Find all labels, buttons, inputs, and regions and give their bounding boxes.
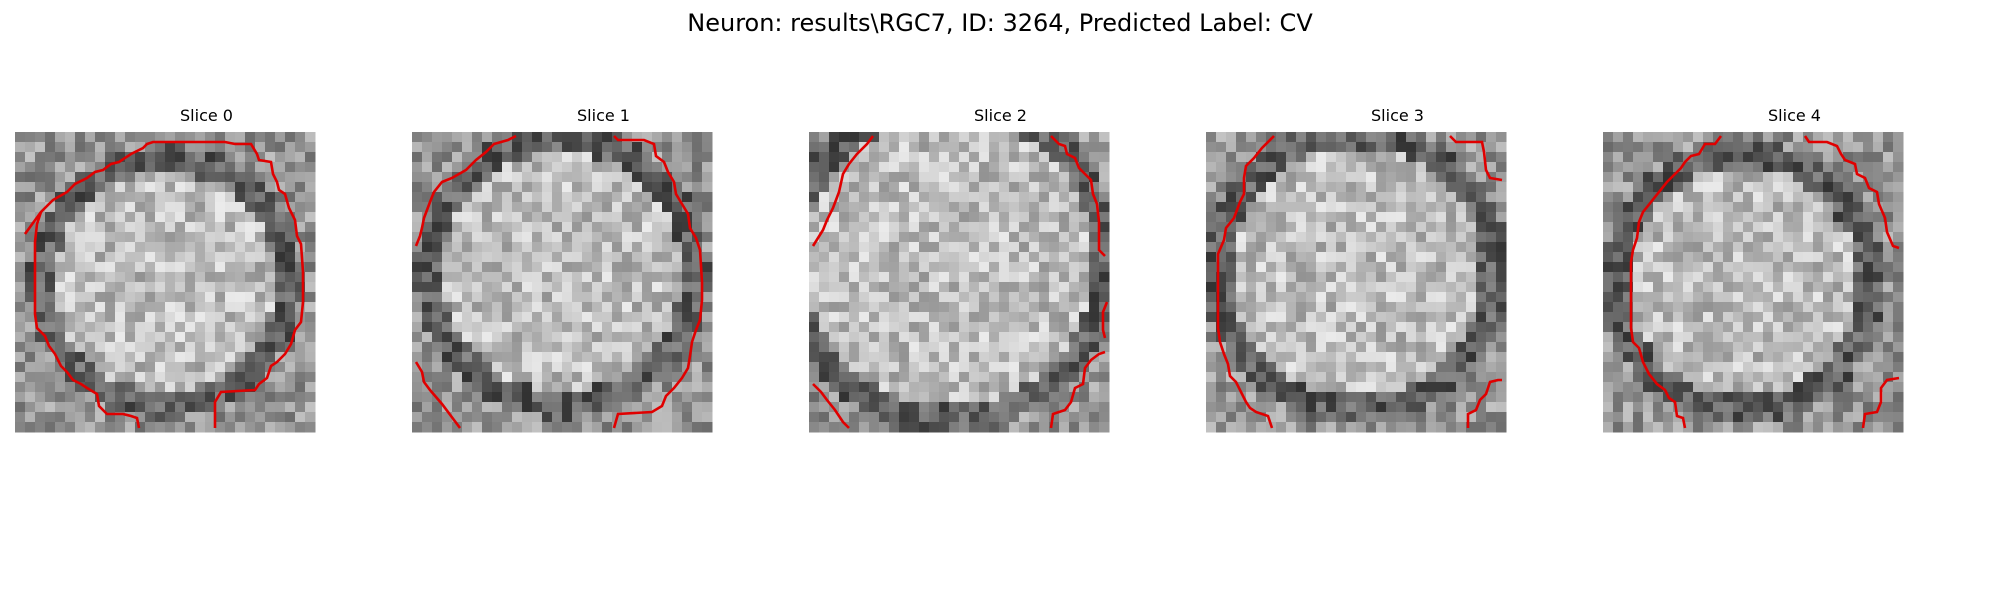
cell-boundary-contour-2b <box>1050 135 1106 257</box>
slice-panel-2: Slice 2 <box>809 104 1192 520</box>
cell-boundary-contour-3 <box>1216 135 1275 429</box>
slice-image-2 <box>809 132 1110 433</box>
cell-boundary-contour-1b <box>612 135 704 429</box>
cell-boundary-contour-4c <box>1861 376 1900 429</box>
cell-boundary-contour-3c <box>1466 378 1502 428</box>
cell-boundary-contour-1 <box>414 134 517 247</box>
cell-boundary-contour-3b <box>1449 135 1503 182</box>
slice-title-0: Slice 0 <box>180 106 233 125</box>
cell-boundary-contour-0b <box>33 211 141 429</box>
slice-image-1 <box>412 132 713 433</box>
slice-panel-3: Slice 3 <box>1206 104 1589 520</box>
slice-panel-1: Slice 1 <box>412 104 795 520</box>
cell-boundary-contour-4 <box>1629 135 1723 429</box>
cell-boundary-contour-2c <box>1101 301 1109 339</box>
slice-pixels-4 <box>1603 132 1904 433</box>
slice-panel-4: Slice 4 <box>1603 104 1986 520</box>
cell-boundary-contour-1c <box>414 361 462 429</box>
slice-image-3 <box>1206 132 1507 433</box>
cell-boundary-contour-4b <box>1803 135 1900 250</box>
slice-panel-0: Slice 0 <box>15 104 398 520</box>
slice-pixels-0 <box>15 132 316 433</box>
cell-boundary-contour-0 <box>23 140 305 428</box>
slice-pixels-1 <box>412 132 713 433</box>
figure-title: Neuron: results\RGC7, ID: 3264, Predicte… <box>687 9 1313 37</box>
slice-title-4: Slice 4 <box>1768 106 1821 125</box>
cell-boundary-contour-2 <box>811 135 875 247</box>
slice-title-1: Slice 1 <box>577 106 630 125</box>
slice-pixels-2 <box>809 132 1110 433</box>
cell-boundary-contour-2e <box>812 383 850 429</box>
slice-image-4 <box>1603 132 1904 433</box>
cell-boundary-contour-2d <box>1049 350 1106 429</box>
slice-title-3: Slice 3 <box>1371 106 1424 125</box>
slice-image-0 <box>15 132 316 433</box>
slice-pixels-3 <box>1206 132 1507 433</box>
slice-title-2: Slice 2 <box>974 106 1027 125</box>
